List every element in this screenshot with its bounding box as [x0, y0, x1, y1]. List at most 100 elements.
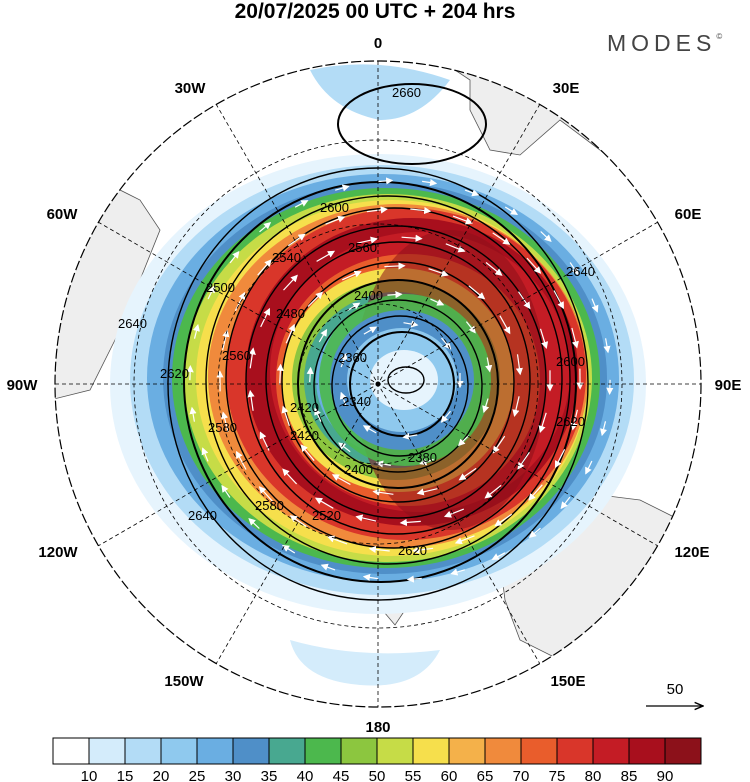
- reference-vector-label: 50: [667, 681, 684, 698]
- lon-label-150e: 150E: [550, 673, 585, 690]
- contour-label: 2420: [290, 400, 319, 415]
- wind-arrow-icon: [281, 405, 290, 426]
- colorbar-swatch: [484, 737, 522, 765]
- colorbar-swatch: [268, 737, 306, 765]
- wind-arrow-icon: [504, 206, 519, 216]
- wind-arrow-icon: [248, 517, 260, 529]
- wind-arrow-icon: [282, 468, 298, 485]
- wind-arrow-icon: [553, 290, 564, 310]
- wind-arrow-icon: [327, 535, 348, 545]
- wind-arrow-icon: [260, 307, 271, 328]
- wind-arrow-icon: [406, 575, 422, 583]
- colorbar-swatch: [196, 737, 234, 765]
- wind-arrow-icon: [294, 200, 309, 208]
- wind-arrow-icon: [186, 365, 194, 381]
- colorbar: 10 15 20 25 30 35 40 45 50 55 60 65 70 75 80 85 90: [52, 737, 702, 782]
- contour-label: 2500: [206, 280, 235, 295]
- wind-arrow-icon: [526, 257, 542, 274]
- wind-arrow-icon: [491, 552, 506, 560]
- wind-arrow-icon: [287, 233, 306, 247]
- wind-arrow-icon: [362, 425, 377, 434]
- colorbar-tick-label: 70: [513, 768, 530, 782]
- wind-arrow-icon: [518, 291, 531, 310]
- wind-arrow-icon: [445, 243, 466, 253]
- contour-label: 2400: [354, 288, 383, 303]
- wind-arrow-icon: [571, 327, 579, 349]
- colorbar-ticks: 10 15 20 25 30 35 40 45 50 55 60 65 70 75 80 85 90: [81, 768, 674, 782]
- colorbar-tick-label: 85: [621, 768, 638, 782]
- colorbar-tick-label: 35: [261, 768, 278, 782]
- lon-label-60e: 60E: [675, 206, 702, 223]
- contour-label: 2620: [160, 366, 189, 381]
- wind-arrow-icon: [283, 274, 298, 291]
- lon-label-150w: 150W: [164, 673, 204, 690]
- colorbar-swatch: [88, 737, 126, 765]
- contour-label: 2560: [348, 240, 377, 255]
- colorbar-swatch: [556, 737, 594, 765]
- lon-label-180: 180: [365, 719, 390, 735]
- wind-arrow-icon: [248, 347, 256, 369]
- wind-arrow-icon: [368, 545, 390, 554]
- wind-arrow-icon: [492, 435, 506, 454]
- polar-map: 2660 2600 2560 2540 2500 2480 2400 2360 …: [7, 35, 742, 735]
- colorbar-tick-label: 55: [405, 768, 422, 782]
- colorbar-tick-label: 50: [369, 768, 386, 782]
- contour-label: 2620: [398, 543, 427, 558]
- contour-label: 2340: [342, 394, 371, 409]
- wind-arrow-icon: [450, 568, 465, 576]
- contour-label: 2380: [408, 450, 437, 465]
- wind-arrow-icon: [285, 323, 296, 344]
- wind-arrow-icon: [300, 444, 315, 461]
- wind-arrow-icon: [325, 215, 346, 225]
- wind-arrow-icon: [318, 328, 328, 343]
- wind-arrow-icon: [410, 206, 432, 215]
- contour-label: 2660: [392, 85, 421, 100]
- wind-arrow-icon: [357, 236, 378, 244]
- wind-arrow-icon: [257, 259, 272, 276]
- colorbar-swatch: [52, 737, 90, 765]
- colorbar-tick-label: 90: [657, 768, 674, 782]
- colorbar-swatch: [232, 737, 270, 765]
- wind-arrow-icon: [189, 406, 197, 422]
- wind-arrow-icon: [585, 460, 593, 475]
- colorbar-swatch: [304, 737, 342, 765]
- wind-vectors: [186, 177, 614, 583]
- lon-label-120e: 120E: [674, 544, 709, 561]
- wind-arrow-icon: [416, 488, 438, 496]
- wind-arrow-icon: [276, 363, 284, 385]
- south-pole-marker: [375, 381, 381, 387]
- wind-arrow-icon: [591, 298, 599, 313]
- contour-label: 2540: [272, 250, 301, 265]
- wind-arrow-icon: [464, 189, 480, 197]
- contour-labels: 2660 2600 2560 2540 2500 2480 2400 2360 …: [118, 85, 595, 558]
- colorbar-tick-label: 25: [189, 768, 206, 782]
- colorbar-swatches: [52, 737, 702, 765]
- wind-arrow-icon: [314, 407, 322, 422]
- wind-arrow-icon: [499, 315, 511, 335]
- wind-arrow-icon: [346, 302, 361, 312]
- colorbar-tick-label: 45: [333, 768, 350, 782]
- wind-arrow-icon: [259, 222, 272, 233]
- wind-arrow-icon: [355, 514, 377, 522]
- colorbar-tick-label: 65: [477, 768, 494, 782]
- contour-label: 2640: [188, 508, 217, 523]
- lon-label-30w: 30W: [175, 80, 207, 97]
- wind-arrow-icon: [201, 447, 209, 462]
- wind-arrow-icon: [306, 366, 314, 383]
- wind-arrow-icon: [339, 391, 347, 407]
- wind-arrow-icon: [314, 497, 334, 509]
- wind-arrow-icon: [528, 527, 541, 538]
- wind-arrow-icon: [258, 486, 274, 503]
- wind-arrow-icon: [402, 432, 418, 440]
- wind-arrow-icon: [452, 215, 473, 225]
- wind-arrow-icon: [484, 484, 502, 499]
- contour-label: 2400: [344, 462, 373, 477]
- wind-arrow-icon: [430, 298, 445, 306]
- wind-arrow-icon: [340, 352, 348, 368]
- wind-arrow-icon: [320, 563, 336, 571]
- wind-arrow-icon: [229, 250, 240, 264]
- wind-arrow-icon: [517, 451, 530, 470]
- wind-arrow-icon: [554, 449, 566, 469]
- wind-arrow-icon: [363, 326, 378, 335]
- contour-label: 2520: [312, 508, 341, 523]
